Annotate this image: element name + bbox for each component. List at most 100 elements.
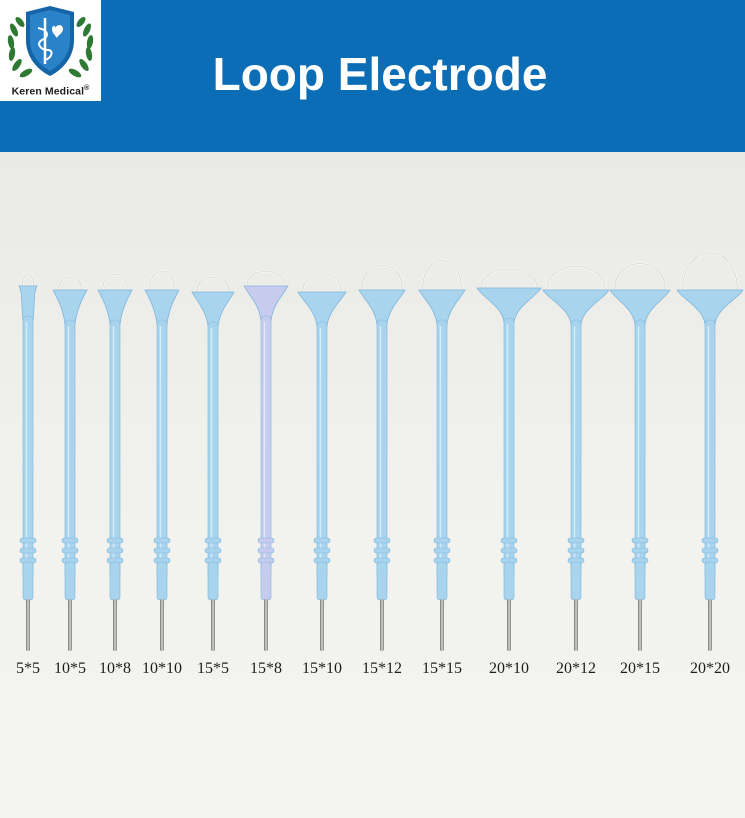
loop-electrode [676, 252, 744, 651]
grip-ring [567, 547, 585, 554]
metal-pin [160, 599, 164, 651]
loop-electrode [191, 276, 235, 651]
metal-pin [380, 599, 384, 651]
size-label: 15*8 [250, 660, 282, 677]
brand-name-text: Keren Medical [11, 85, 85, 98]
metal-pin [638, 599, 642, 651]
product-photo [0, 152, 745, 818]
size-label: 10*8 [99, 660, 131, 677]
size-label: 20*20 [690, 660, 730, 677]
electrode-base [109, 561, 121, 601]
brand-name: Keren Medical® [0, 85, 101, 98]
grip-ring [19, 547, 37, 554]
grip-ring [204, 537, 222, 544]
electrode-base [376, 561, 388, 601]
electrode-base [704, 561, 716, 601]
metal-pin [68, 599, 72, 651]
grip-ring [153, 537, 171, 544]
brand-logo: Keren Medical® [0, 0, 101, 101]
electrode-base [64, 561, 76, 601]
size-label: 20*10 [489, 660, 529, 677]
page-title: Loop Electrode [212, 48, 548, 100]
electrode-base [22, 561, 34, 601]
grip-ring [257, 537, 275, 544]
electrode-base [634, 561, 646, 601]
wire-loop-outline [196, 277, 230, 295]
wire-loop-outline [22, 274, 34, 289]
wire-loop-outline [102, 273, 128, 293]
grip-ring [567, 537, 585, 544]
electrode-group [18, 252, 744, 651]
wire-loop-outline [58, 276, 82, 293]
metal-pin [708, 599, 712, 651]
grip-ring [61, 537, 79, 544]
wire-loop-outline [480, 268, 538, 291]
wire-loop-outline [614, 263, 666, 293]
grip-ring [373, 547, 391, 554]
electrode-base [260, 561, 272, 601]
size-label: 20*12 [556, 660, 596, 677]
loop-electrode [358, 264, 406, 651]
metal-pin [211, 599, 215, 651]
grip-ring [106, 547, 124, 554]
wire-loop-outline [361, 264, 403, 293]
metal-pin [320, 599, 324, 651]
grip-ring [19, 537, 37, 544]
size-labels-row: 5*5 10*5 10*8 10*10 15*5 15*8 15*10 15*1… [0, 660, 745, 684]
wire-loop-outline [246, 271, 286, 289]
metal-pin [113, 599, 117, 651]
grip-ring [701, 537, 719, 544]
size-label: 10*5 [54, 660, 86, 677]
electrode-base [316, 561, 328, 601]
grip-ring [433, 537, 451, 544]
metal-pin [26, 599, 30, 651]
electrode-base [503, 561, 515, 601]
grip-ring [373, 537, 391, 544]
metal-pin [507, 599, 511, 651]
grip-ring [153, 547, 171, 554]
shield-logo-icon [7, 6, 94, 78]
loop-electrode [476, 268, 542, 651]
grip-ring [61, 547, 79, 554]
size-label: 20*15 [620, 660, 660, 677]
wire-loop-outline [149, 270, 175, 293]
loop-electrode [609, 262, 671, 651]
metal-pin [574, 599, 578, 651]
loop-electrode [97, 273, 133, 651]
loop-electrode [297, 272, 347, 651]
grip-ring [204, 547, 222, 554]
electrode-base [570, 561, 582, 601]
size-label: 15*15 [422, 660, 462, 677]
loop-electrode [418, 259, 466, 651]
wire-loop-outline [422, 260, 462, 293]
loop-electrode [52, 276, 88, 651]
grip-ring [500, 547, 518, 554]
metal-pin [264, 599, 268, 651]
loop-electrode [144, 269, 180, 651]
size-label: 15*5 [197, 660, 229, 677]
grip-ring [313, 537, 331, 544]
photo-background [0, 152, 745, 818]
size-label: 15*12 [362, 660, 402, 677]
header-banner: Keren Medical® Loop Electrode [0, 0, 745, 152]
grip-ring [257, 547, 275, 554]
grip-ring [701, 547, 719, 554]
size-label: 10*10 [142, 660, 182, 677]
grip-ring [631, 547, 649, 554]
grip-ring [500, 537, 518, 544]
loop-electrode [243, 270, 289, 651]
grip-ring [106, 537, 124, 544]
electrode-base [207, 561, 219, 601]
loop-electrode [18, 273, 38, 651]
grip-ring [631, 537, 649, 544]
size-label: 15*10 [302, 660, 342, 677]
electrode-base [436, 561, 448, 601]
grip-ring [313, 547, 331, 554]
wire-loop-outline [302, 273, 342, 295]
registered-mark: ® [84, 85, 90, 92]
size-label: 5*5 [16, 660, 40, 677]
metal-pin [440, 599, 444, 651]
loop-electrode [542, 265, 610, 651]
electrode-base [156, 561, 168, 601]
